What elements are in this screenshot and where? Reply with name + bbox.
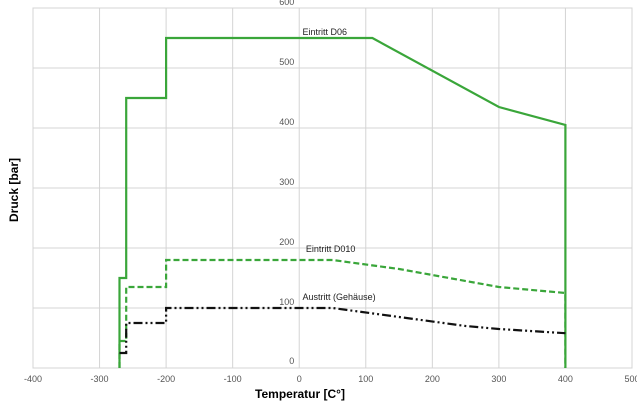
x-tick-label: 200	[425, 374, 440, 384]
x-axis-label: Temperatur [C°]	[255, 387, 345, 401]
x-tick-label: 100	[358, 374, 373, 384]
x-axis-ticks: -400 -300 -200 -100 0 100 200 300 400 500	[24, 374, 637, 384]
y-tick-label: 200	[279, 237, 294, 247]
series-annotation: Eintritt D010	[306, 244, 356, 254]
plot-border	[32, 7, 633, 369]
y-axis-label: Druck [bar]	[7, 158, 21, 222]
x-tick-label: 0	[297, 374, 302, 384]
x-tick-label: -300	[91, 374, 109, 384]
x-tick-label: -200	[157, 374, 175, 384]
y-tick-label: 500	[279, 57, 294, 67]
series-annotation: Austritt (Gehäuse)	[303, 292, 376, 302]
x-tick-label: -100	[224, 374, 242, 384]
series-line-0	[118, 36, 567, 368]
series-line-1	[118, 258, 567, 368]
y-tick-label: 300	[279, 177, 294, 187]
annotations: Eintritt D06 Eintritt D010 Austritt (Gehäu…	[303, 27, 376, 302]
series-line-2	[119, 306, 566, 355]
x-tick-label: 400	[558, 374, 573, 384]
y-tick-label: 0	[289, 356, 294, 366]
x-tick-label: 500	[624, 374, 637, 384]
y-tick-label: 100	[279, 297, 294, 307]
grid	[32, 7, 633, 369]
y-tick-label: 400	[279, 117, 294, 127]
x-tick-label: -400	[24, 374, 42, 384]
series-layer	[118, 36, 567, 368]
x-tick-label: 300	[491, 374, 506, 384]
y-axis-ticks: 0 100 200 300 400 500 600	[279, 0, 294, 366]
series-annotation: Eintritt D06	[303, 27, 348, 37]
y-tick-label: 600	[279, 0, 294, 7]
